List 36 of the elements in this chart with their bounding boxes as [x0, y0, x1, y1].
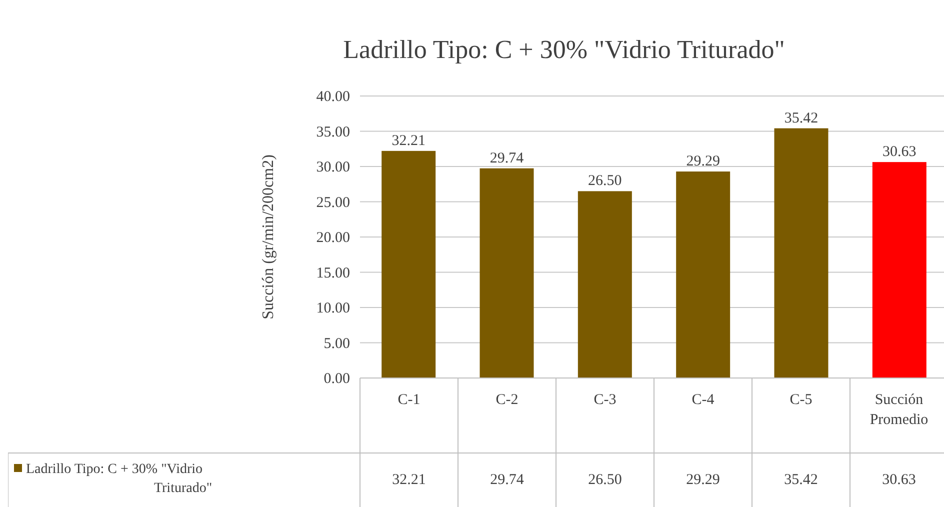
data-label: 30.63	[882, 472, 916, 488]
y-axis-title: Succión (gr/min/200cm2)	[260, 154, 277, 320]
data-label: 26.50	[588, 472, 622, 488]
y-tick-label: 40.00	[316, 89, 350, 105]
bar	[774, 128, 828, 378]
y-tick-label: 30.00	[316, 160, 350, 176]
x-tick-label: C-3	[594, 392, 616, 408]
x-tick-label: Succión Promedio	[870, 392, 928, 428]
y-tick-label: 35.00	[316, 124, 350, 140]
y-tick-label: 5.00	[324, 336, 350, 352]
text: 29.74	[490, 150, 524, 166]
x-tick-label: C-4	[692, 392, 715, 408]
y-tick-label: 0.00	[324, 371, 350, 387]
x-tick-label: C-5	[790, 392, 812, 408]
y-tick-label: 15.00	[316, 265, 350, 282]
data-label: 29.74	[490, 472, 524, 488]
data-label: 35.42	[784, 472, 818, 488]
x-tick-label: C-2	[496, 392, 518, 408]
bar	[676, 172, 730, 378]
text: 26.50	[588, 173, 622, 190]
y-tick-label: 25.00	[316, 194, 350, 211]
bar	[382, 150, 436, 378]
data-label: 29.29	[686, 472, 720, 488]
legend-label: Ladrillo Tipo: C + 30% "Vidrio Triturado"	[26, 462, 212, 496]
chart-title: Ladrillo Tipo: C + 30% "Vidrio Triturado"	[343, 35, 785, 64]
text: 29.29	[686, 154, 720, 170]
bar	[578, 191, 632, 378]
text: 30.63	[882, 144, 916, 160]
data-label: 32.21	[392, 472, 426, 488]
text: 32.21	[392, 132, 426, 149]
bar	[480, 168, 534, 378]
text: 35.42	[784, 110, 818, 126]
x-tick-label: C-1	[398, 392, 420, 408]
y-tick-label: 10.00	[316, 300, 350, 316]
bar	[872, 162, 926, 378]
y-tick-label: 20.00	[316, 230, 350, 246]
